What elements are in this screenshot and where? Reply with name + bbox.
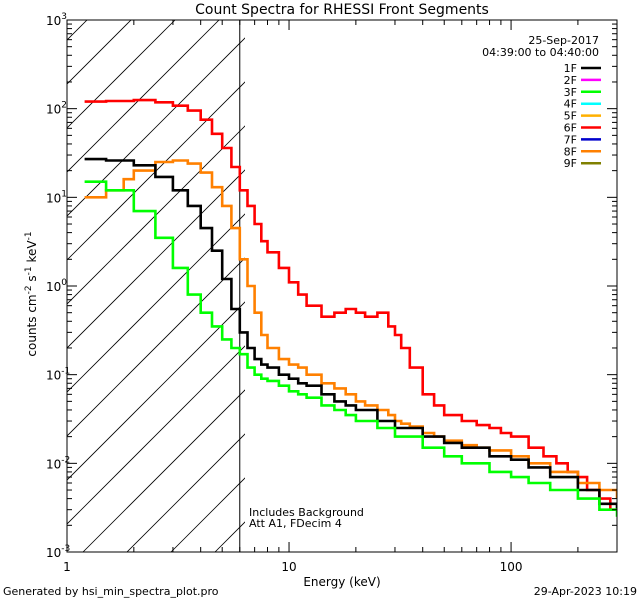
- hatch-line: [67, 81, 245, 261]
- x-tick-label: 10: [281, 560, 296, 574]
- time-range-label: 04:39:00 to 04:40:00: [482, 46, 599, 59]
- hatch-line: [67, 257, 245, 437]
- hatch-line: [67, 20, 176, 129]
- y-tick-label: 103: [46, 12, 67, 28]
- hatch-line: [67, 213, 245, 393]
- y-tick-label: 10-1: [46, 367, 70, 383]
- hatch-line: [82, 389, 245, 552]
- date-label: 25-Sep-2017: [528, 34, 599, 47]
- y-tick-label: 100: [46, 278, 67, 294]
- legend-label-5f: 5F: [564, 110, 577, 123]
- y-tick-label: 101: [46, 189, 67, 205]
- footer-generator: Generated by hsi_min_spectra_plot.pro: [3, 585, 219, 598]
- legend-label-2f: 2F: [564, 74, 577, 87]
- legend-label-1f: 1F: [564, 62, 577, 75]
- hatch-line: [347, 0, 640, 552]
- x-tick-label: 100: [500, 560, 523, 574]
- legend-label-7f: 7F: [564, 133, 577, 146]
- series-line-3f: [84, 180, 617, 517]
- series-line-6f: [84, 98, 617, 511]
- legend-label-9f: 9F: [564, 157, 577, 170]
- y-axis-label: counts cm-2 s-1 keV-1: [24, 231, 39, 356]
- chart-title: Count Spectra for RHESSI Front Segments: [195, 2, 489, 18]
- legend-label-8f: 8F: [564, 145, 577, 158]
- legend-label-4f: 4F: [564, 98, 577, 111]
- hatch-line: [67, 37, 245, 217]
- note-attenuator: Att A1, FDecim 4: [249, 517, 342, 530]
- hatched-region: [67, 0, 640, 552]
- y-tick-label: 10-3: [46, 544, 70, 560]
- series-line-1f: [84, 157, 617, 510]
- hatch-line: [67, 169, 245, 349]
- hatch-line: [67, 20, 220, 173]
- hatch-line: [126, 433, 245, 552]
- hatch-line: [67, 20, 132, 85]
- footer-timestamp: 29-Apr-2023 10:19: [534, 585, 637, 598]
- hatch-line: [67, 301, 245, 481]
- hatch-line: [303, 0, 640, 552]
- hatch-line: [67, 125, 245, 305]
- x-axis-label: Energy (keV): [303, 575, 380, 589]
- legend-label-6f: 6F: [564, 122, 577, 135]
- x-tick-label: 1: [63, 560, 71, 574]
- y-tick-label: 10-2: [46, 455, 70, 471]
- hatch-line: [259, 0, 640, 552]
- hatch-line: [67, 345, 245, 525]
- legend-label-3f: 3F: [564, 86, 577, 99]
- y-tick-label: 102: [46, 101, 67, 117]
- note-background: Includes Background: [249, 506, 364, 519]
